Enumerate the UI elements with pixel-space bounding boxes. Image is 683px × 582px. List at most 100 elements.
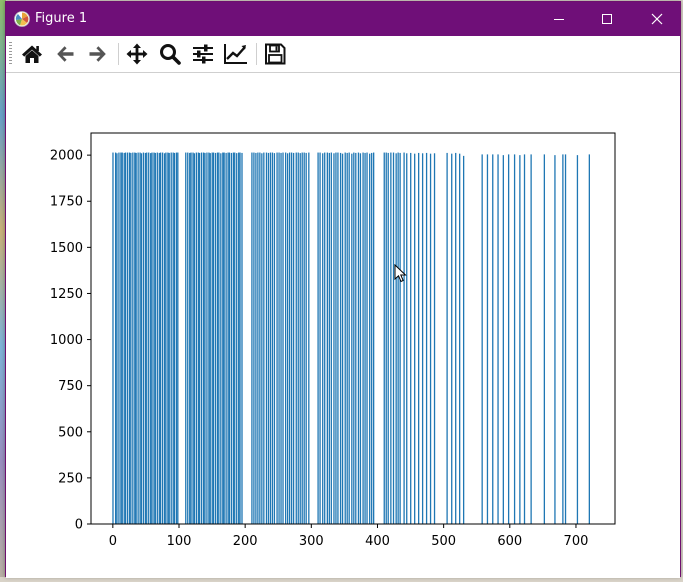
bar	[126, 152, 129, 525]
bar	[239, 152, 241, 525]
bar	[295, 152, 297, 525]
bar	[410, 152, 412, 524]
bar	[390, 152, 392, 525]
bar	[214, 152, 217, 524]
bar	[373, 152, 375, 525]
desktop-background	[0, 0, 6, 577]
bar	[371, 152, 373, 524]
y-tick-label: 1250	[50, 287, 83, 302]
pan-button[interactable]	[122, 39, 152, 69]
bar	[251, 152, 253, 525]
bar	[190, 152, 192, 525]
bar	[280, 152, 282, 524]
bar	[497, 154, 499, 524]
bar	[433, 153, 436, 525]
bar	[341, 153, 344, 524]
figure-canvas[interactable]: 0 250 500 750 1000 1250 1500 1750 2000 0 100 200 300…	[6, 73, 680, 578]
maximize-icon	[602, 14, 612, 24]
close-button[interactable]	[633, 2, 681, 36]
bar	[446, 152, 448, 524]
bar	[429, 153, 432, 524]
y-tick-label: 250	[58, 471, 83, 486]
bar	[118, 152, 120, 525]
bar	[330, 152, 332, 525]
bar	[253, 152, 255, 525]
bar	[175, 152, 178, 525]
bar	[451, 153, 453, 524]
bar	[177, 152, 179, 525]
bar	[120, 152, 122, 525]
bar	[406, 153, 408, 525]
bar	[455, 152, 457, 524]
x-tick-label: 300	[299, 534, 324, 549]
bar	[359, 153, 362, 525]
bar	[288, 152, 291, 525]
bar	[223, 152, 225, 525]
bar	[328, 152, 330, 524]
bar	[588, 154, 590, 524]
maximize-button[interactable]	[583, 2, 631, 36]
configure-subplots-button[interactable]	[188, 39, 218, 69]
title-bar[interactable]: Figure 1	[6, 2, 680, 36]
bar	[554, 155, 556, 524]
bar	[462, 155, 465, 524]
figure-window: Figure 1	[5, 1, 681, 578]
forward-button[interactable]	[83, 39, 113, 69]
bar	[112, 152, 114, 525]
bar	[228, 152, 231, 525]
bar	[335, 152, 337, 525]
back-button[interactable]	[50, 39, 80, 69]
bar	[163, 153, 166, 525]
bar	[421, 153, 424, 525]
bar	[187, 152, 189, 525]
bar	[209, 153, 211, 524]
bar	[185, 152, 187, 525]
bar	[297, 152, 299, 525]
save-button[interactable]	[260, 39, 290, 69]
bar	[236, 153, 238, 524]
bar	[218, 152, 220, 525]
bar	[399, 152, 401, 524]
y-tick-label: 500	[58, 425, 83, 440]
bar	[339, 152, 342, 524]
home-button[interactable]	[17, 39, 47, 69]
bar	[486, 154, 489, 524]
plot-frame	[90, 132, 616, 525]
bar	[576, 155, 579, 524]
x-tick-label: 600	[497, 534, 522, 549]
navigation-toolbar	[6, 36, 680, 73]
bar	[241, 152, 243, 524]
bar	[265, 152, 268, 525]
edit-axis-button[interactable]	[221, 39, 251, 69]
bar	[189, 152, 191, 524]
bar	[225, 152, 227, 524]
x-tick-label: 0	[109, 534, 117, 549]
bar	[333, 153, 335, 525]
minimize-button[interactable]	[535, 2, 583, 36]
bar	[222, 152, 224, 525]
bar	[290, 152, 293, 525]
y-tick-label: 2000	[50, 149, 83, 164]
zoom-button[interactable]	[155, 39, 185, 69]
bar	[326, 152, 328, 525]
configure-subplots-icon	[193, 44, 213, 64]
bar	[353, 152, 355, 525]
bar	[116, 153, 118, 525]
bar	[124, 152, 127, 525]
bar	[220, 153, 222, 525]
bar	[123, 152, 125, 524]
bar	[132, 152, 134, 525]
bar	[216, 152, 219, 525]
bar	[151, 152, 153, 525]
bar	[234, 152, 236, 525]
bar	[322, 153, 324, 525]
bar	[230, 152, 233, 524]
bar	[414, 153, 416, 524]
toolbar-grip[interactable]	[9, 42, 12, 66]
bar	[121, 152, 123, 525]
bar	[255, 152, 257, 524]
bar	[161, 152, 164, 525]
minimize-icon	[554, 19, 564, 20]
back-arrow-icon	[57, 46, 74, 62]
bar	[357, 152, 360, 525]
